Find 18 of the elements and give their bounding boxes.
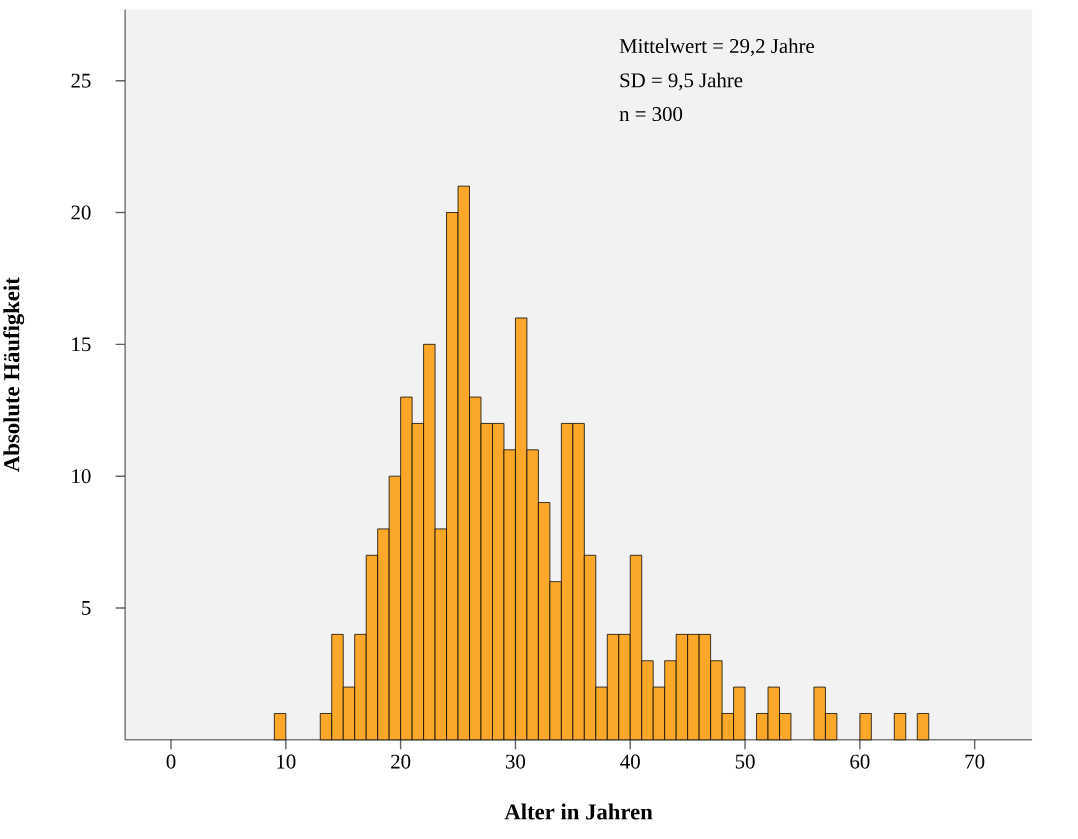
- x-tick-label: 50: [735, 754, 755, 769]
- y-tick-label: 25: [71, 73, 91, 88]
- x-tick-label: 20: [391, 754, 411, 769]
- y-tick-label: 10: [72, 469, 91, 484]
- x-tick-label: 40: [620, 754, 640, 769]
- annotation: SD = 9,5 Jahre: [620, 72, 743, 91]
- annotation: n = 300: [619, 107, 683, 122]
- x-tick-label: 30: [506, 754, 526, 769]
- x-tick-label: 70: [965, 754, 985, 769]
- y-tick-label: 5: [82, 601, 91, 616]
- y-tick-label: 20: [71, 205, 91, 220]
- x-axis-title: Alter in Jahren: [504, 803, 653, 820]
- x-tick-label: 0: [166, 754, 176, 769]
- x-tick-label: 60: [850, 754, 870, 769]
- x-tick-label: 10: [277, 754, 296, 769]
- y-tick-label: 15: [72, 337, 91, 352]
- y-axis-title: Absolute Häufigkeit: [3, 277, 25, 473]
- annotation: Mittelwert = 29,2 Jahre: [619, 38, 814, 57]
